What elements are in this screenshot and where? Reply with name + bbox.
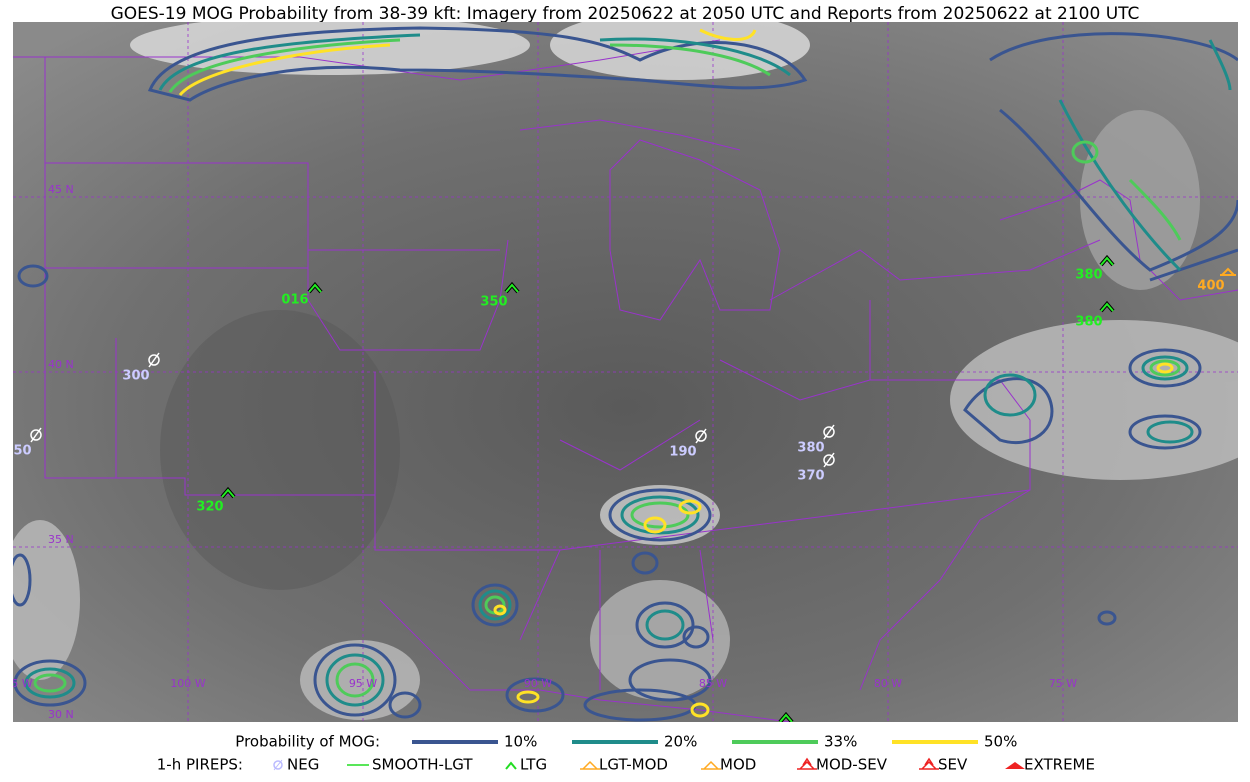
pirep-altitude: 300 bbox=[122, 369, 149, 384]
legend-icon bbox=[701, 760, 721, 770]
pirep: 016 bbox=[281, 281, 323, 308]
neg-icon bbox=[148, 354, 160, 366]
lon-label: 95 W bbox=[349, 677, 377, 690]
neg-icon-slash bbox=[30, 427, 42, 443]
lon-label: 85 W bbox=[699, 677, 727, 690]
coordinate-labels: 45 N 40 N 35 N 30 N 105 W 100 W 95 W 90 W 85 W 80… bbox=[0, 183, 1077, 721]
legend-label: 20% bbox=[664, 733, 697, 751]
lon-label: 75 W bbox=[1049, 677, 1077, 690]
ltg-icon bbox=[505, 283, 519, 293]
pirep-altitude: 380 bbox=[1075, 268, 1102, 283]
pirep: 380 bbox=[1075, 300, 1115, 330]
legend-icon bbox=[273, 759, 283, 771]
lon-label: 105 W bbox=[0, 677, 33, 690]
pirep-altitude: 350 bbox=[480, 295, 507, 310]
legend-label: SMOOTH-LGT bbox=[372, 756, 473, 774]
neg-icon bbox=[695, 430, 707, 442]
borders bbox=[13, 39, 1238, 722]
pirep-altitude: 380 bbox=[797, 441, 824, 456]
pirep-altitude: 370 bbox=[797, 469, 824, 484]
pirep: 380 bbox=[797, 424, 835, 456]
legend-title: Probability of MOG: bbox=[235, 733, 380, 751]
ltg-icon bbox=[1100, 256, 1114, 266]
lat-label: 35 N bbox=[48, 533, 74, 546]
legend-label: 10% bbox=[504, 733, 537, 751]
pirep: 320 bbox=[196, 486, 236, 515]
legend-icon bbox=[797, 757, 817, 770]
pirep-altitude: 016 bbox=[281, 293, 308, 308]
graticule bbox=[13, 22, 1238, 722]
pirep: 350 bbox=[4, 427, 42, 459]
pirep-altitude: 340 bbox=[753, 725, 780, 740]
lat-label: 40 N bbox=[48, 358, 74, 371]
pirep: 400 bbox=[1197, 267, 1236, 294]
lon-label: 80 W bbox=[874, 677, 902, 690]
pirep-altitude: 400 bbox=[1197, 279, 1224, 294]
neg-icon bbox=[823, 426, 835, 438]
legend-label: NEG bbox=[287, 756, 319, 774]
lat-label: 30 N bbox=[48, 708, 74, 721]
legend-label: MOD bbox=[720, 756, 756, 774]
legend-label: 50% bbox=[984, 733, 1017, 751]
legend-label: SEV bbox=[938, 756, 968, 774]
neg-icon bbox=[823, 454, 835, 466]
pirep: 370 bbox=[797, 452, 835, 484]
legend-label: 33% bbox=[824, 733, 857, 751]
lon-label: 90 W bbox=[524, 677, 552, 690]
neg-icon bbox=[30, 429, 42, 441]
pirep-altitude: 380 bbox=[1075, 315, 1102, 330]
legend-label: LTG bbox=[520, 756, 547, 774]
pirep-altitude: 350 bbox=[4, 444, 31, 459]
legend-title: 1-h PIREPS: bbox=[157, 756, 243, 774]
mog-contours bbox=[13, 26, 1238, 722]
neg-icon-slash bbox=[695, 428, 707, 444]
pirep: 300 bbox=[122, 352, 160, 384]
pirep: 190 bbox=[669, 428, 707, 460]
lon-label: 100 W bbox=[170, 677, 205, 690]
legend-label: EXTREME bbox=[1024, 756, 1095, 774]
pirep-altitude: 320 bbox=[196, 500, 223, 515]
legend-icon bbox=[505, 761, 517, 770]
map: 45 N 40 N 35 N 30 N 105 W 100 W 95 W 90 W 85 W 80… bbox=[0, 22, 1238, 740]
neg-icon-slash bbox=[823, 452, 835, 468]
pirep-altitude: 190 bbox=[669, 445, 696, 460]
pirep: 350 bbox=[480, 281, 520, 310]
clouds bbox=[13, 22, 1238, 720]
neg-icon-slash bbox=[148, 352, 160, 368]
ltg-icon bbox=[779, 713, 793, 722]
legend-label: MOD-SEV bbox=[816, 756, 888, 774]
neg-icon-slash bbox=[823, 424, 835, 440]
legend-icon bbox=[580, 760, 600, 770]
legend-label: LGT-MOD bbox=[599, 756, 668, 774]
legend-icon bbox=[273, 760, 283, 770]
lgt-mod-icon bbox=[1220, 267, 1236, 276]
ltg-icon bbox=[1100, 302, 1114, 312]
pireps: 016 350 300 350 320 190 380 370 380 380 400 340 bbox=[4, 254, 1236, 740]
legend: Probability of MOG: 10% 20% 33% 50% 1-h PIREP… bbox=[157, 733, 1095, 774]
title: GOES-19 MOG Probability from 38-39 kft: … bbox=[111, 4, 1140, 24]
pirep: 380 bbox=[1075, 254, 1115, 283]
pirep: 340 bbox=[753, 711, 794, 740]
lat-label: 45 N bbox=[48, 183, 74, 196]
ltg-icon bbox=[221, 488, 235, 498]
legend-icon bbox=[1005, 762, 1025, 769]
ltg-icon bbox=[308, 283, 322, 293]
legend-icon bbox=[919, 757, 939, 770]
